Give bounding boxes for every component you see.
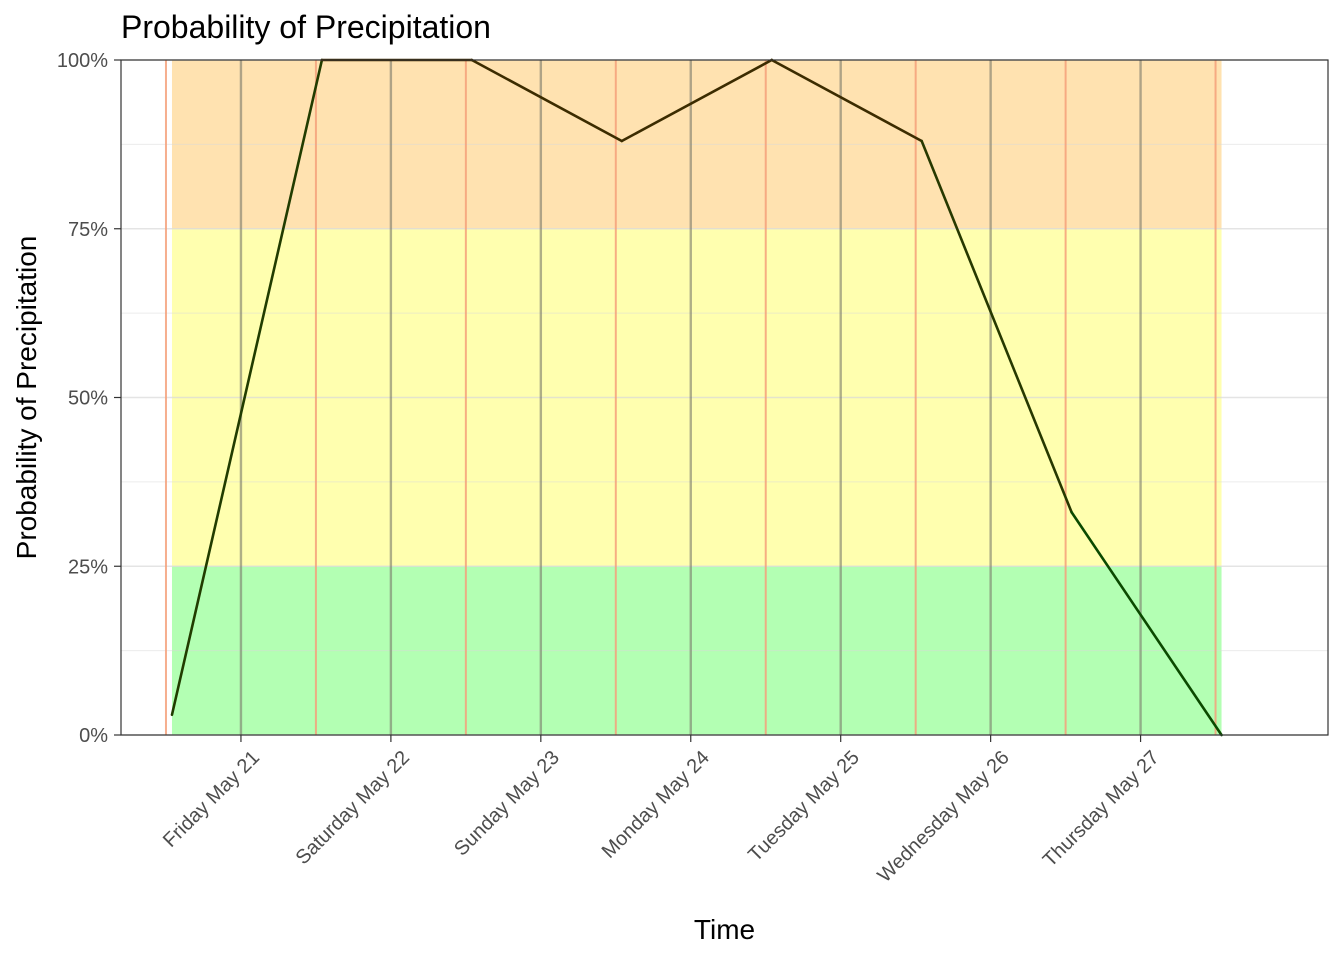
- y-tick-label-0: 0%: [79, 725, 108, 747]
- x-axis: Friday May 21 Saturday May 22 Sunday May 2…: [159, 735, 1164, 887]
- x-tick-label-3: Monday May 24: [598, 747, 714, 863]
- series-0-segment-2: [470, 58, 624, 143]
- series-0-segment-0: [170, 58, 324, 717]
- x-tick-label-1: Saturday May 22: [292, 747, 414, 869]
- y-axis-title: Probability of Precipitation: [11, 236, 42, 560]
- chart-title: Probability of Precipitation: [121, 9, 491, 45]
- series-0-segment-6: [1070, 510, 1223, 737]
- y-tick-label-4: 100%: [57, 50, 108, 72]
- day-lines: [164, 60, 1217, 735]
- series-0-segment-3: [620, 58, 774, 143]
- series-0-segment-5: [920, 139, 1073, 514]
- x-tick-label-5: Wednesday May 26: [873, 747, 1013, 887]
- x-tick-label-0: Friday May 21: [159, 747, 264, 852]
- series-layer: [170, 58, 1223, 737]
- x-tick-label-2: Sunday May 23: [450, 747, 564, 861]
- x-tick-label-4: Tuesday May 25: [744, 747, 864, 867]
- x-axis-title: Time: [694, 914, 755, 945]
- series-0-segment-4: [770, 58, 923, 143]
- y-axis: 0% 25% 50% 75% 100%: [57, 50, 121, 747]
- x-tick-label-6: Thursday May 27: [1039, 747, 1164, 872]
- y-tick-label-3: 75%: [68, 219, 108, 241]
- y-tick-label-1: 25%: [68, 556, 108, 578]
- y-tick-label-2: 50%: [68, 388, 108, 410]
